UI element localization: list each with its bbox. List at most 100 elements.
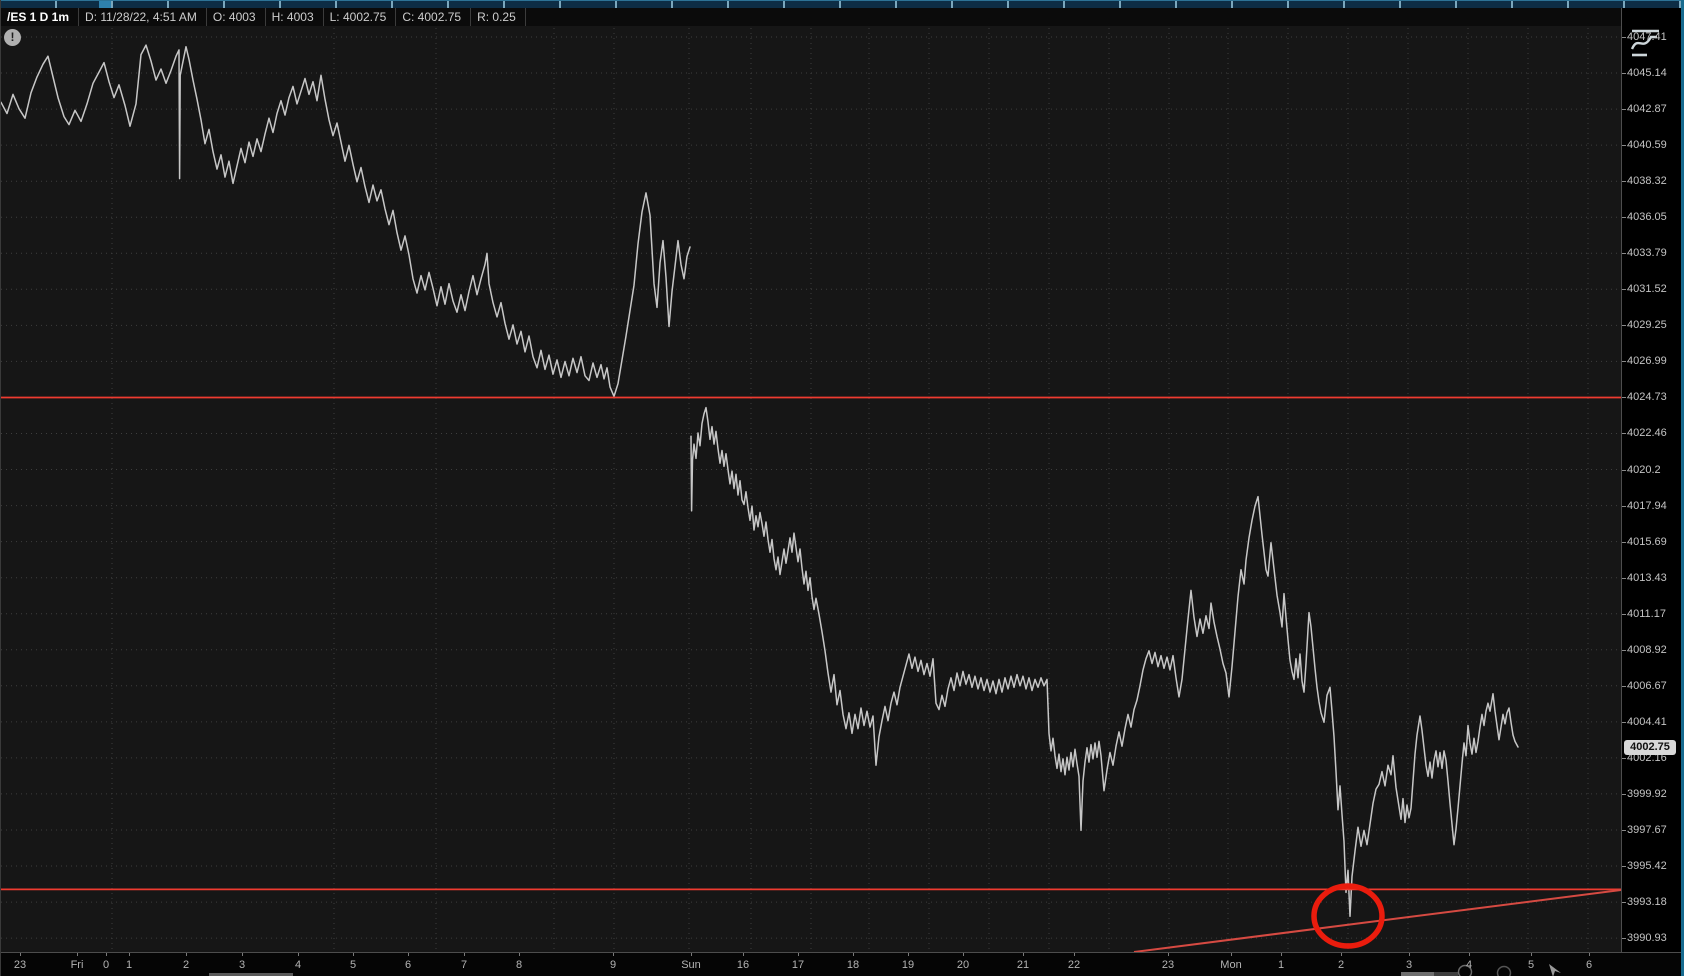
time-label: 22 — [1067, 959, 1081, 971]
time-label: 20 — [956, 959, 970, 971]
top-timeline-strip[interactable] — [1, 0, 1684, 9]
price-tick — [1622, 505, 1626, 507]
time-label: 5 — [349, 959, 357, 971]
price-chart-canvas[interactable] — [1, 0, 1621, 952]
price-tick — [1622, 289, 1626, 291]
time-tick — [298, 953, 299, 956]
header-cell-low[interactable]: L: 4002.75 — [324, 8, 397, 26]
price-label: 4047.41 — [1627, 31, 1667, 43]
price-tick — [1622, 541, 1626, 543]
price-label: 4045.14 — [1627, 67, 1667, 80]
time-tick — [186, 953, 187, 956]
price-label: 3999.92 — [1627, 787, 1667, 800]
time-tick — [464, 953, 465, 956]
price-label: 4011.17 — [1627, 607, 1666, 620]
time-label: 4 — [1465, 959, 1473, 971]
time-label: 19 — [901, 959, 915, 971]
price-label: 4015.69 — [1627, 535, 1667, 548]
price-tick — [1622, 397, 1626, 399]
price-tick — [1622, 253, 1626, 255]
scrollbar-thumb[interactable] — [1401, 972, 1434, 976]
time-tick — [519, 953, 520, 956]
price-tick — [1622, 613, 1626, 615]
time-label: 7 — [460, 959, 468, 971]
time-label: Sun — [681, 959, 701, 971]
last-price-bubble: 4002.75 — [1624, 740, 1676, 755]
time-axis[interactable]: 23 Fri 0 1 2 3 4 5 6 7 8 9 Sun 16 17 18 19 20 21 22 23 Mon 1 2 3… — [1, 952, 1684, 976]
chart-mode-icon[interactable] — [1630, 28, 1662, 58]
time-label: 1 — [1277, 959, 1285, 971]
circle-annotation[interactable] — [1311, 883, 1385, 949]
time-label: 6 — [404, 959, 412, 971]
time-label: 18 — [846, 959, 860, 971]
price-tick — [1622, 469, 1626, 471]
time-tick — [77, 953, 78, 956]
price-tick — [1622, 757, 1626, 759]
header-cell-symbol[interactable]: /ES 1 D 1m — [1, 8, 80, 26]
time-label: 17 — [791, 959, 805, 971]
header-cell-high[interactable]: H: 4003 — [266, 8, 324, 26]
price-tick — [1622, 902, 1626, 904]
price-label: 4033.79 — [1627, 247, 1667, 260]
price-label: 4040.59 — [1627, 139, 1667, 152]
time-tick — [353, 953, 354, 956]
price-label: 3993.18 — [1627, 896, 1667, 909]
chart-background[interactable] — [1, 0, 1621, 952]
scrollbar-thumb[interactable] — [209, 973, 293, 976]
time-label: 16 — [736, 959, 750, 971]
header-cell-range[interactable]: R: 0.25 — [471, 8, 526, 26]
time-label: 2 — [1337, 959, 1345, 971]
time-label: 23 — [13, 959, 27, 971]
price-label: 4022.46 — [1627, 427, 1667, 440]
price-tick — [1622, 145, 1626, 147]
price-line-fri-session — [1, 44, 691, 398]
price-tick — [1622, 938, 1626, 940]
zoom-pan-controls[interactable] — [1449, 962, 1579, 976]
price-label: 4036.05 — [1627, 211, 1667, 224]
price-label: 4020.2 — [1627, 463, 1661, 476]
time-tick — [963, 953, 964, 956]
time-tick — [743, 953, 744, 956]
scrollbar-thumb[interactable] — [1434, 972, 1458, 976]
price-tick — [1622, 361, 1626, 363]
timeline-thumb[interactable] — [99, 1, 111, 9]
price-label: 4031.52 — [1627, 283, 1667, 296]
price-axis[interactable]: 4047.41 4045.14 4042.87 4040.59 4038.32 4036.… — [1621, 8, 1684, 952]
time-label: 2 — [182, 959, 190, 971]
header-cell-date[interactable]: D: 11/28/22, 4:51 AM — [79, 8, 207, 26]
time-tick — [1589, 953, 1590, 956]
header-cell-open[interactable]: O: 4003 — [207, 8, 266, 26]
time-tick — [908, 953, 909, 956]
time-tick — [1409, 953, 1410, 956]
price-tick — [1622, 325, 1626, 327]
cursor-arrow-icon — [1549, 964, 1561, 976]
price-line-sun-mon-session — [690, 406, 1519, 918]
chart-header[interactable]: /ES 1 D 1m D: 11/28/22, 4:51 AM O: 4003 H: … — [1, 8, 1621, 26]
price-tick — [1622, 433, 1626, 435]
price-tick — [1622, 217, 1626, 219]
time-tick — [129, 953, 130, 956]
price-tick — [1622, 685, 1626, 687]
header-cell-close[interactable]: C: 4002.75 — [396, 8, 472, 26]
price-label: 4006.67 — [1627, 679, 1667, 692]
price-tick — [1622, 793, 1626, 795]
time-tick — [1281, 953, 1282, 956]
price-tick — [1622, 577, 1626, 579]
time-tick — [1469, 953, 1470, 956]
price-label: 4042.87 — [1627, 103, 1667, 116]
time-tick — [1531, 953, 1532, 956]
alert-icon[interactable]: ! — [4, 29, 21, 46]
time-tick — [408, 953, 409, 956]
price-label: 3997.67 — [1627, 823, 1667, 836]
price-tick — [1622, 721, 1626, 723]
time-tick — [242, 953, 243, 956]
price-tick — [1622, 109, 1626, 111]
price-label: 4004.41 — [1627, 715, 1667, 728]
trendline[interactable] — [1133, 889, 1621, 952]
price-label: 4008.92 — [1627, 643, 1667, 656]
price-label: 4026.99 — [1627, 355, 1667, 368]
price-tick — [1622, 37, 1626, 38]
time-tick — [20, 953, 21, 956]
time-label: 4 — [294, 959, 302, 971]
